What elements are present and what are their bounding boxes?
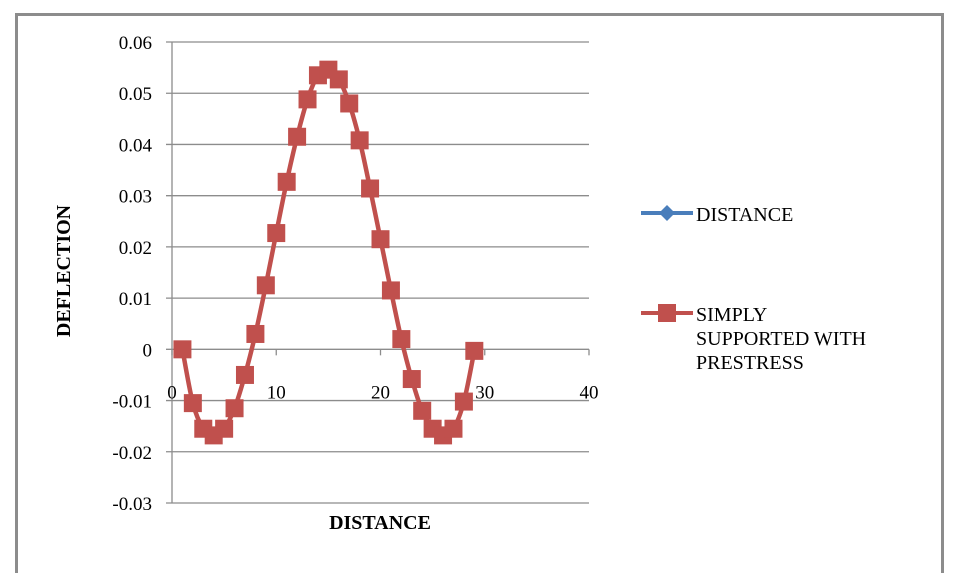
square-marker-icon xyxy=(215,419,234,438)
y-tick-label: 0.01 xyxy=(119,289,152,310)
y-tick-label: 0.06 xyxy=(119,33,152,54)
square-marker-icon xyxy=(183,394,202,413)
square-marker-icon xyxy=(350,131,369,150)
y-tick-label: 0.02 xyxy=(119,238,152,259)
square-marker-icon xyxy=(392,330,411,349)
legend-label-prestress: PRESTRESS xyxy=(696,352,804,374)
square-marker-icon xyxy=(444,419,463,438)
square-marker-icon xyxy=(413,401,432,420)
x-tick-label: 0 xyxy=(167,382,177,403)
y-tick-label: 0 xyxy=(143,340,153,361)
square-marker-icon xyxy=(361,179,380,198)
diamond-icon xyxy=(659,205,675,221)
y-tick-label: 0.05 xyxy=(119,84,152,105)
x-tick-label: 20 xyxy=(371,382,390,403)
y-tick-label: -0.03 xyxy=(112,494,152,515)
square-marker-icon xyxy=(465,341,484,360)
y-tick-label: -0.02 xyxy=(112,443,152,464)
x-axis-ticks: 0 10 20 30 40 xyxy=(167,349,599,403)
square-marker-icon xyxy=(256,276,275,295)
square-marker-icon xyxy=(340,94,359,113)
legend-label-prestress: SIMPLY xyxy=(696,304,767,326)
y-tick-label: 0.04 xyxy=(119,135,153,156)
y-axis-ticks: 0.06 0.05 0.04 0.03 0.02 0.01 0 -0.01 -0.02 -0.03 xyxy=(112,33,152,515)
square-marker-icon xyxy=(277,172,296,191)
legend-label-prestress: SUPPORTED WITH xyxy=(696,328,866,350)
square-marker-icon xyxy=(402,370,421,389)
x-axis-title: DISTANCE xyxy=(329,512,431,534)
line-chart: 0.06 0.05 0.04 0.03 0.02 0.01 0 -0.01 -0.02 -0.03… xyxy=(53,33,866,534)
square-marker-icon xyxy=(246,324,265,343)
square-marker-icon xyxy=(235,365,254,384)
square-marker-icon xyxy=(298,90,317,109)
square-marker-icon xyxy=(173,340,192,359)
square-marker-icon xyxy=(329,70,348,89)
x-tick-label: 30 xyxy=(475,382,494,403)
series-line xyxy=(180,67,477,438)
square-marker-icon xyxy=(371,230,390,249)
square-marker-icon xyxy=(381,281,400,300)
series-simply-supported xyxy=(173,60,484,445)
y-tick-label: 0.03 xyxy=(119,187,152,208)
square-marker-icon xyxy=(267,224,286,243)
square-marker-icon xyxy=(454,392,473,411)
square-icon xyxy=(658,304,676,322)
x-tick-label: 10 xyxy=(267,382,286,403)
square-marker-icon xyxy=(288,127,307,146)
legend-label-distance: DISTANCE xyxy=(696,204,793,226)
axes xyxy=(166,42,589,503)
chart-frame xyxy=(15,13,944,573)
x-tick-label: 40 xyxy=(580,382,599,403)
y-tick-label: -0.01 xyxy=(112,392,152,413)
y-axis-title: DEFLECTION xyxy=(53,204,75,337)
square-marker-icon xyxy=(225,399,244,418)
